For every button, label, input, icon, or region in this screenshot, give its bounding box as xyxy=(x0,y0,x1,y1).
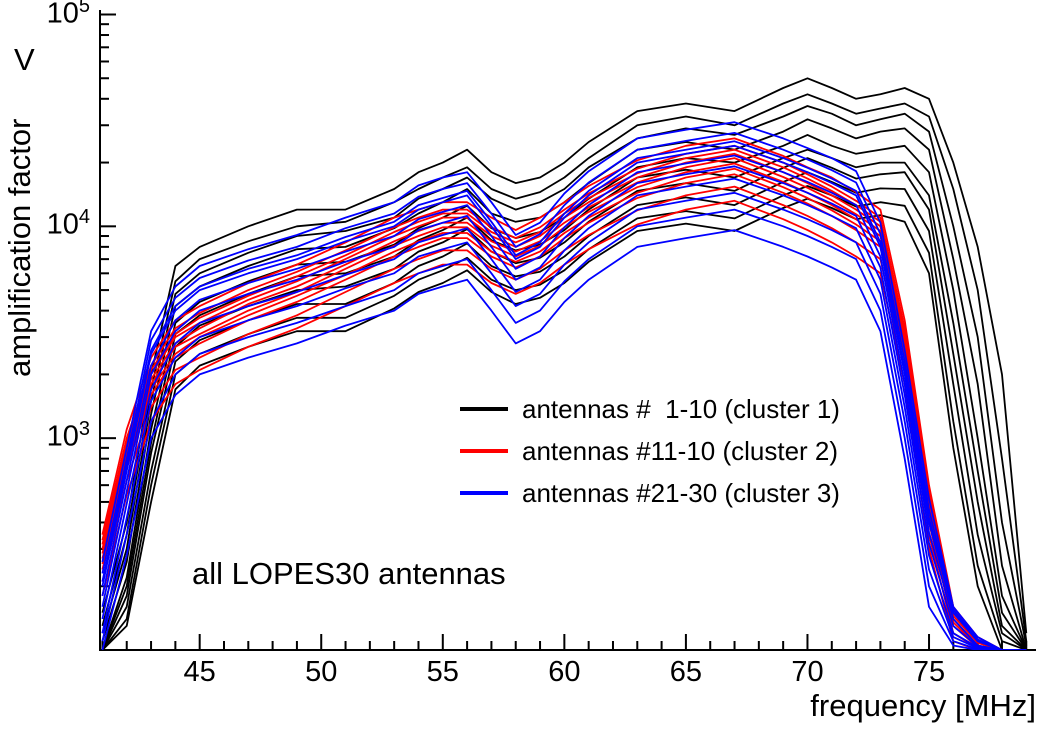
series-cluster3-antenna-30 xyxy=(101,229,1027,650)
legend: antennas # 1-10 (cluster 1) antennas #11… xyxy=(460,388,840,514)
series-cluster3-antenna-22 xyxy=(101,131,1027,650)
x-tick-label: 60 xyxy=(548,656,581,688)
legend-label-cluster3: antennas #21-30 (cluster 3) xyxy=(522,477,840,508)
legend-line-blue-icon xyxy=(460,491,508,495)
legend-label-cluster1: antennas # 1-10 (cluster 1) xyxy=(522,393,840,424)
legend-line-red-icon xyxy=(460,449,508,453)
legend-item-cluster1: antennas # 1-10 (cluster 1) xyxy=(460,388,840,430)
chart-annotation: all LOPES30 antennas xyxy=(192,556,506,591)
series-cluster3-antenna-27 xyxy=(101,177,1027,650)
x-tick-label: 75 xyxy=(912,656,946,688)
series-cluster2-antenna-12 xyxy=(101,144,1027,650)
legend-item-cluster3: antennas #21-30 (cluster 3) xyxy=(460,472,840,514)
series-cluster1-antenna-01 xyxy=(101,77,1028,634)
x-tick-label: 50 xyxy=(305,656,338,688)
y-axis-unit: V xyxy=(14,42,35,77)
x-ticks xyxy=(101,634,1028,650)
legend-item-cluster2: antennas #11-10 (cluster 2) xyxy=(460,430,840,472)
y-axis-label: amplification factor xyxy=(2,118,37,377)
series-cluster3-antenna-24 xyxy=(101,144,1027,650)
x-tick-label: 55 xyxy=(426,656,459,688)
series-cluster3-antenna-26 xyxy=(101,165,1027,650)
y-tick-label: 104 xyxy=(46,206,90,241)
x-tick-label: 45 xyxy=(183,656,216,688)
legend-label-cluster2: antennas #11-10 (cluster 2) xyxy=(522,435,839,466)
series-cluster3-antenna-28 xyxy=(101,191,1027,650)
x-tick-label: 70 xyxy=(791,656,824,688)
y-tick-label: 105 xyxy=(46,0,90,30)
series-cluster1-antenna-03 xyxy=(101,105,1028,646)
x-tick-label: 65 xyxy=(669,656,703,688)
series-cluster3-antenna-21 xyxy=(101,121,1027,650)
series-group xyxy=(101,77,1028,650)
x-axis-label: frequency [MHz] xyxy=(810,688,1036,723)
legend-line-black-icon xyxy=(460,407,508,411)
y-tick-label: 103 xyxy=(46,418,90,453)
series-cluster3-antenna-25 xyxy=(101,154,1027,650)
series-cluster3-antenna-29 xyxy=(101,208,1027,650)
series-cluster1-antenna-02 xyxy=(101,93,1028,642)
